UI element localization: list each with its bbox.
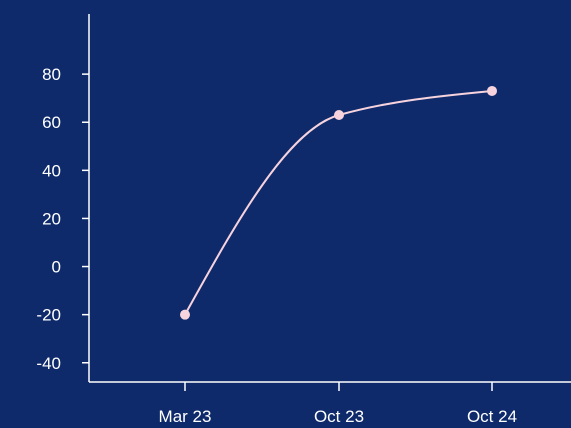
y-tick-label: 20: [42, 209, 61, 228]
y-tick-label: -40: [36, 354, 61, 373]
y-axis-ticks: -40 -20 0 20 40 60 80: [36, 65, 89, 373]
data-point-oct-24: [487, 85, 497, 96]
series-line: [184, 89, 493, 316]
y-tick-label: -20: [36, 306, 61, 325]
data-point-mar-23: [180, 309, 190, 320]
x-tick-label: Mar 23: [159, 407, 212, 426]
y-tick-label: 40: [42, 161, 61, 180]
y-tick-label: 0: [52, 258, 61, 277]
x-axis-ticks: Mar 23 Oct 23 Oct 24: [159, 382, 517, 426]
x-tick-label: Oct 24: [467, 407, 517, 426]
x-tick-label: Oct 23: [314, 407, 364, 426]
data-points: [180, 85, 497, 320]
y-tick-label: 80: [42, 65, 61, 84]
data-point-oct-23: [334, 110, 344, 121]
y-tick-label: 60: [42, 113, 61, 132]
